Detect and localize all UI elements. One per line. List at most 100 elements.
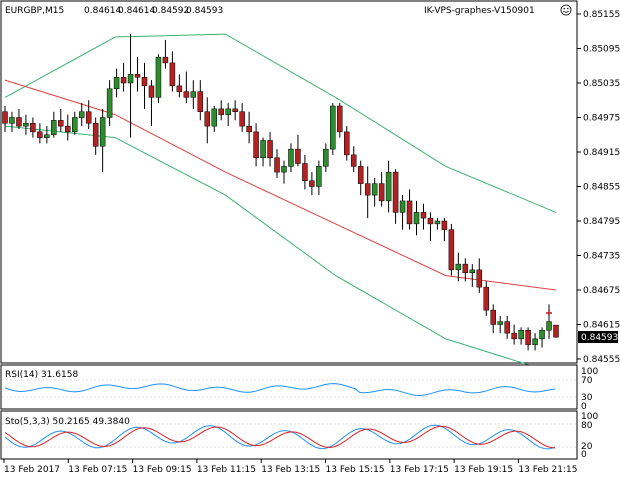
candle-body xyxy=(350,154,357,167)
time-tick-label: 13 Feb 17:15 xyxy=(390,465,449,475)
candle-body xyxy=(85,111,92,124)
upper-band-line xyxy=(4,33,557,213)
candle-body xyxy=(357,166,364,184)
candle-body xyxy=(225,108,231,115)
candle-body xyxy=(364,183,371,196)
stoch-label: Sto(5,3,3) 50.2165 49.3840 xyxy=(5,417,130,427)
rsi-level-100: 100 xyxy=(581,367,598,377)
candle-body xyxy=(2,111,8,124)
candle-body xyxy=(71,117,78,133)
moving-average-line xyxy=(4,79,557,291)
candle-body xyxy=(309,180,315,187)
candle-body xyxy=(337,105,343,133)
candle-body xyxy=(330,105,336,150)
candle-body xyxy=(99,117,106,147)
stoch-level-100: 100 xyxy=(581,412,598,422)
stoch-level-0: 0 xyxy=(581,450,587,460)
main-price-area[interactable] xyxy=(2,33,559,374)
candle-body xyxy=(65,125,71,133)
price-tick-label: 0.84975 xyxy=(583,114,620,124)
candle-body xyxy=(539,330,545,340)
candle-body xyxy=(51,120,57,135)
candle-body xyxy=(162,56,169,64)
candle-body xyxy=(127,74,134,84)
current-price-label: 0.84593 xyxy=(581,333,618,343)
price-tick-label: 0.84615 xyxy=(583,321,620,331)
candle-body xyxy=(148,85,155,98)
candle-body xyxy=(211,108,217,127)
candle-body xyxy=(232,108,238,112)
time-tick-label: 13 Feb 09:15 xyxy=(133,465,192,475)
candle-body xyxy=(553,324,559,338)
candle-body xyxy=(518,330,524,340)
price-tick-label: 0.84555 xyxy=(583,355,620,365)
candle-body xyxy=(155,56,162,98)
candle-body xyxy=(281,166,287,173)
smiley-icon[interactable] xyxy=(560,4,572,16)
candle-body xyxy=(267,140,273,158)
time-tick-label: 13 Feb 21:15 xyxy=(518,465,577,475)
time-tick-label: 13 Feb 13:15 xyxy=(261,465,320,475)
candle-body xyxy=(406,200,413,225)
candle-body xyxy=(113,77,120,89)
candle-body xyxy=(441,220,448,230)
candle-body xyxy=(120,77,127,84)
candle-body xyxy=(106,88,113,118)
ohlc-open: 0.84614 xyxy=(84,6,121,16)
rsi-axis: 100 70 30 0 xyxy=(581,367,598,412)
rsi-plot[interactable] xyxy=(2,379,576,398)
candle-body xyxy=(483,286,490,311)
candle-body xyxy=(197,91,204,112)
candle-body xyxy=(476,269,483,288)
candle-body xyxy=(511,332,517,340)
price-tick-label: 0.84795 xyxy=(583,217,620,227)
candle-body xyxy=(532,338,538,345)
candle-body xyxy=(434,220,441,225)
time-tick-label: 13 Feb 19:15 xyxy=(454,465,513,475)
candle-body xyxy=(455,263,462,271)
stoch-level-20: 20 xyxy=(581,442,593,452)
trade-marker-icon xyxy=(546,310,552,316)
candle-body xyxy=(497,321,503,325)
candle-body xyxy=(176,85,183,92)
stoch-plot[interactable] xyxy=(2,423,576,450)
candle-body xyxy=(490,309,496,325)
candle-body xyxy=(218,108,224,115)
candle-body xyxy=(183,91,190,98)
candle-body xyxy=(30,123,36,133)
candle-body xyxy=(141,77,148,87)
candle-body xyxy=(92,123,99,147)
price-tick-label: 0.84675 xyxy=(583,286,620,296)
price-tick-label: 0.84915 xyxy=(583,148,620,158)
price-axis: 0.85155 0.85095 0.85035 0.84975 0.84915 0.848… xyxy=(577,10,620,365)
candle-body xyxy=(246,125,252,133)
candle-body xyxy=(44,134,50,138)
candle-body xyxy=(169,62,176,87)
candle-body xyxy=(546,321,552,331)
price-tick-label: 0.84855 xyxy=(583,183,620,193)
candle-body xyxy=(316,166,322,187)
candle-body xyxy=(420,212,427,219)
candle-body xyxy=(239,111,245,127)
price-tick-label: 0.84735 xyxy=(583,252,620,262)
candle-body xyxy=(260,140,266,158)
rsi-label: RSI(14) 31.6158 xyxy=(5,370,78,380)
rsi-line xyxy=(4,383,556,397)
ohlc-low: 0.84592 xyxy=(152,6,189,16)
candle-body xyxy=(9,117,15,124)
current-price-tag: 0.84593 xyxy=(578,331,618,343)
candle-body xyxy=(378,183,385,202)
candle-body xyxy=(448,229,455,271)
rsi-level-0: 0 xyxy=(581,402,587,412)
candle-body xyxy=(392,171,399,213)
stoch-signal-line xyxy=(4,425,556,449)
candle-body xyxy=(323,148,329,167)
stoch-panel-frame xyxy=(0,410,578,460)
candle-body xyxy=(344,131,350,156)
stoch-main-line xyxy=(4,424,556,450)
candle-body xyxy=(23,123,29,127)
time-tick-label: 13 Feb 11:15 xyxy=(197,465,256,475)
symbol-title: EURGBP,M15 xyxy=(5,6,64,16)
candle-body xyxy=(469,269,476,273)
